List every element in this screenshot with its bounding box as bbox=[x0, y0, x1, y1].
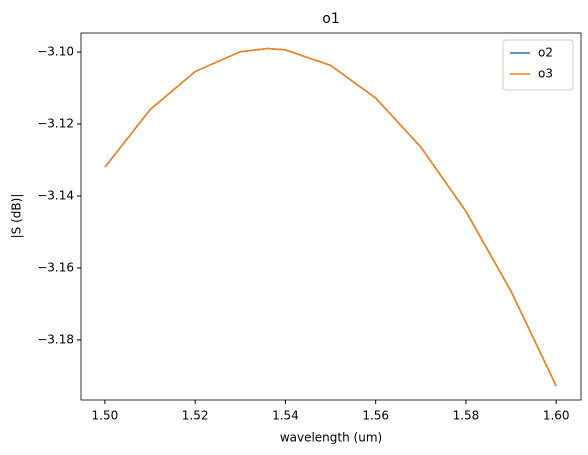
y-tick-label: −3.18 bbox=[37, 332, 74, 346]
chart-title: o1 bbox=[322, 11, 339, 27]
legend-label: o2 bbox=[538, 46, 553, 60]
x-axis-label: wavelength (um) bbox=[280, 431, 382, 445]
y-tick-label: −3.10 bbox=[37, 45, 74, 59]
x-tick-label: 1.54 bbox=[272, 409, 299, 423]
series-line bbox=[104, 47, 557, 387]
series-line bbox=[104, 47, 557, 387]
x-tick-label: 1.52 bbox=[182, 409, 209, 423]
y-axis-label: |S (dB)| bbox=[10, 194, 24, 239]
plot-frame bbox=[80, 32, 582, 401]
x-tick-label: 1.50 bbox=[92, 409, 119, 423]
y-tick-label: −3.14 bbox=[37, 188, 74, 202]
x-tick-label: 1.56 bbox=[362, 409, 389, 423]
x-tick-label: 1.58 bbox=[453, 409, 480, 423]
legend-label: o3 bbox=[538, 67, 553, 81]
y-tick-label: −3.12 bbox=[37, 117, 74, 131]
y-tick-label: −3.16 bbox=[37, 260, 74, 274]
x-tick-label: 1.60 bbox=[543, 409, 570, 423]
